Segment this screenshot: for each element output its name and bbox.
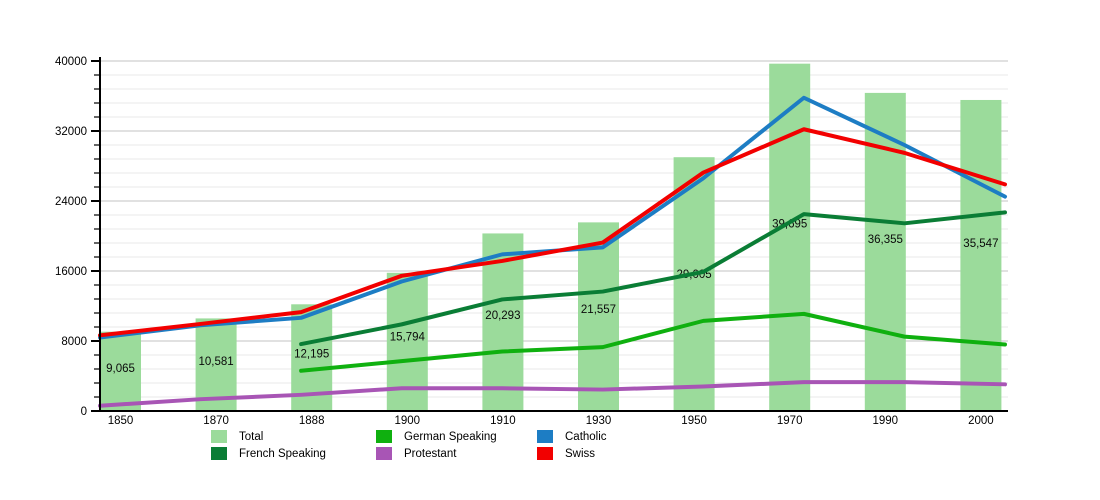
protestant-swatch-icon xyxy=(376,447,392,460)
bar-value-label: 15,794 xyxy=(390,331,426,343)
legend-item-total: Total xyxy=(211,429,376,445)
x-tick-label: 1900 xyxy=(395,415,421,427)
legend-item-french-speaking: French Speaking xyxy=(211,446,376,462)
y-tick-label: 24000 xyxy=(55,196,87,208)
legend-label-protestant: Protestant xyxy=(404,447,457,460)
y-tick-label: 32000 xyxy=(55,126,87,138)
total-bar-2000 xyxy=(960,99,1002,412)
legend-item-protestant: Protestant xyxy=(376,446,537,462)
legend-item-catholic: Catholic xyxy=(537,429,607,445)
legend-label-total: Total xyxy=(239,430,264,443)
y-tick-label: 16000 xyxy=(55,266,87,278)
legend-label-swiss: Swiss xyxy=(565,447,596,460)
total-bar-1970 xyxy=(769,63,811,411)
bar-value-label: 35,547 xyxy=(963,238,998,250)
x-tick-label: 1990 xyxy=(873,415,899,427)
bar-value-label: 36,355 xyxy=(868,234,903,246)
bar-value-label: 10,581 xyxy=(199,356,234,368)
chart-legend: Total German Speaking Catholic French Sp… xyxy=(211,428,607,462)
x-tick-label: 1930 xyxy=(586,415,612,427)
total-bar-1950 xyxy=(673,157,715,411)
x-tick-label: 1850 xyxy=(108,415,134,427)
line-swiss xyxy=(98,127,1007,338)
swiss-swatch-icon xyxy=(537,447,553,460)
line-protestant xyxy=(98,380,1007,408)
german-speaking-swatch-icon xyxy=(376,430,392,443)
legend-item-swiss: Swiss xyxy=(537,446,607,462)
catholic-swatch-icon xyxy=(537,430,553,443)
x-tick-label: 1888 xyxy=(299,415,325,427)
legend-item-german-speaking: German Speaking xyxy=(376,429,537,445)
y-tick-label: 40000 xyxy=(55,56,87,68)
bar-value-label: 20,293 xyxy=(485,310,520,322)
legend-label-french-speaking: French Speaking xyxy=(239,447,326,460)
total-bar-1930 xyxy=(578,222,619,411)
bar-value-label: 21,557 xyxy=(581,304,616,316)
x-tick-label: 1950 xyxy=(681,415,707,427)
line-french-speaking xyxy=(299,210,1007,347)
y-tick-label: 8000 xyxy=(61,336,87,348)
bar-value-label: 9,065 xyxy=(106,363,135,375)
x-tick-label: 2000 xyxy=(968,415,994,427)
x-tick-label: 1910 xyxy=(490,415,516,427)
x-tick-label: 1870 xyxy=(203,415,229,427)
bar-value-label: 12,195 xyxy=(294,348,329,360)
y-tick-label: 0 xyxy=(81,406,87,418)
total-swatch-icon xyxy=(211,430,227,443)
total-bar-1850 xyxy=(100,331,141,411)
total-bar-1870 xyxy=(195,318,237,411)
french-speaking-swatch-icon xyxy=(211,447,227,460)
legend-label-german-speaking: German Speaking xyxy=(404,430,497,443)
x-tick-label: 1970 xyxy=(777,415,803,427)
legend-label-catholic: Catholic xyxy=(565,430,607,443)
line-german-speaking xyxy=(299,311,1007,373)
